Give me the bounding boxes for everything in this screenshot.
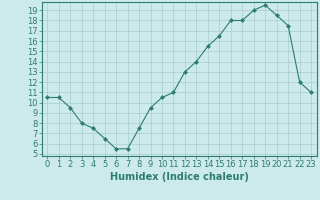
X-axis label: Humidex (Indice chaleur): Humidex (Indice chaleur) [110,172,249,182]
